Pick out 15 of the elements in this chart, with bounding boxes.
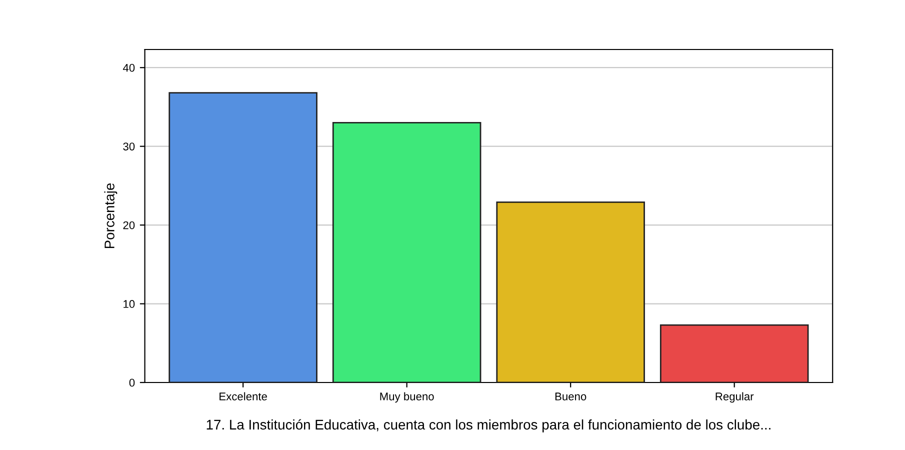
y-tick-label: 30	[123, 142, 135, 150]
bar	[496, 202, 645, 382]
bar	[332, 122, 482, 382]
x-tick-label: Regular	[716, 392, 754, 403]
x-axis-title: 17. La Institución Educativa, cuenta con los miembros para el funcionamiento de los clube...	[206, 419, 770, 432]
x-tick-label: Excelente	[220, 392, 267, 400]
y-tick-label: 20	[123, 221, 135, 230]
x-tick-label: Bueno	[555, 392, 586, 400]
x-tick-label: Muy bueno	[380, 392, 434, 403]
y-tick-label: 40	[122, 64, 135, 72]
y-tick-label: 0	[129, 378, 135, 387]
y-axis-title: Porcentaje	[104, 183, 118, 248]
y-tick-label: 10	[124, 300, 135, 308]
bar	[168, 92, 318, 382]
bar	[660, 324, 809, 382]
